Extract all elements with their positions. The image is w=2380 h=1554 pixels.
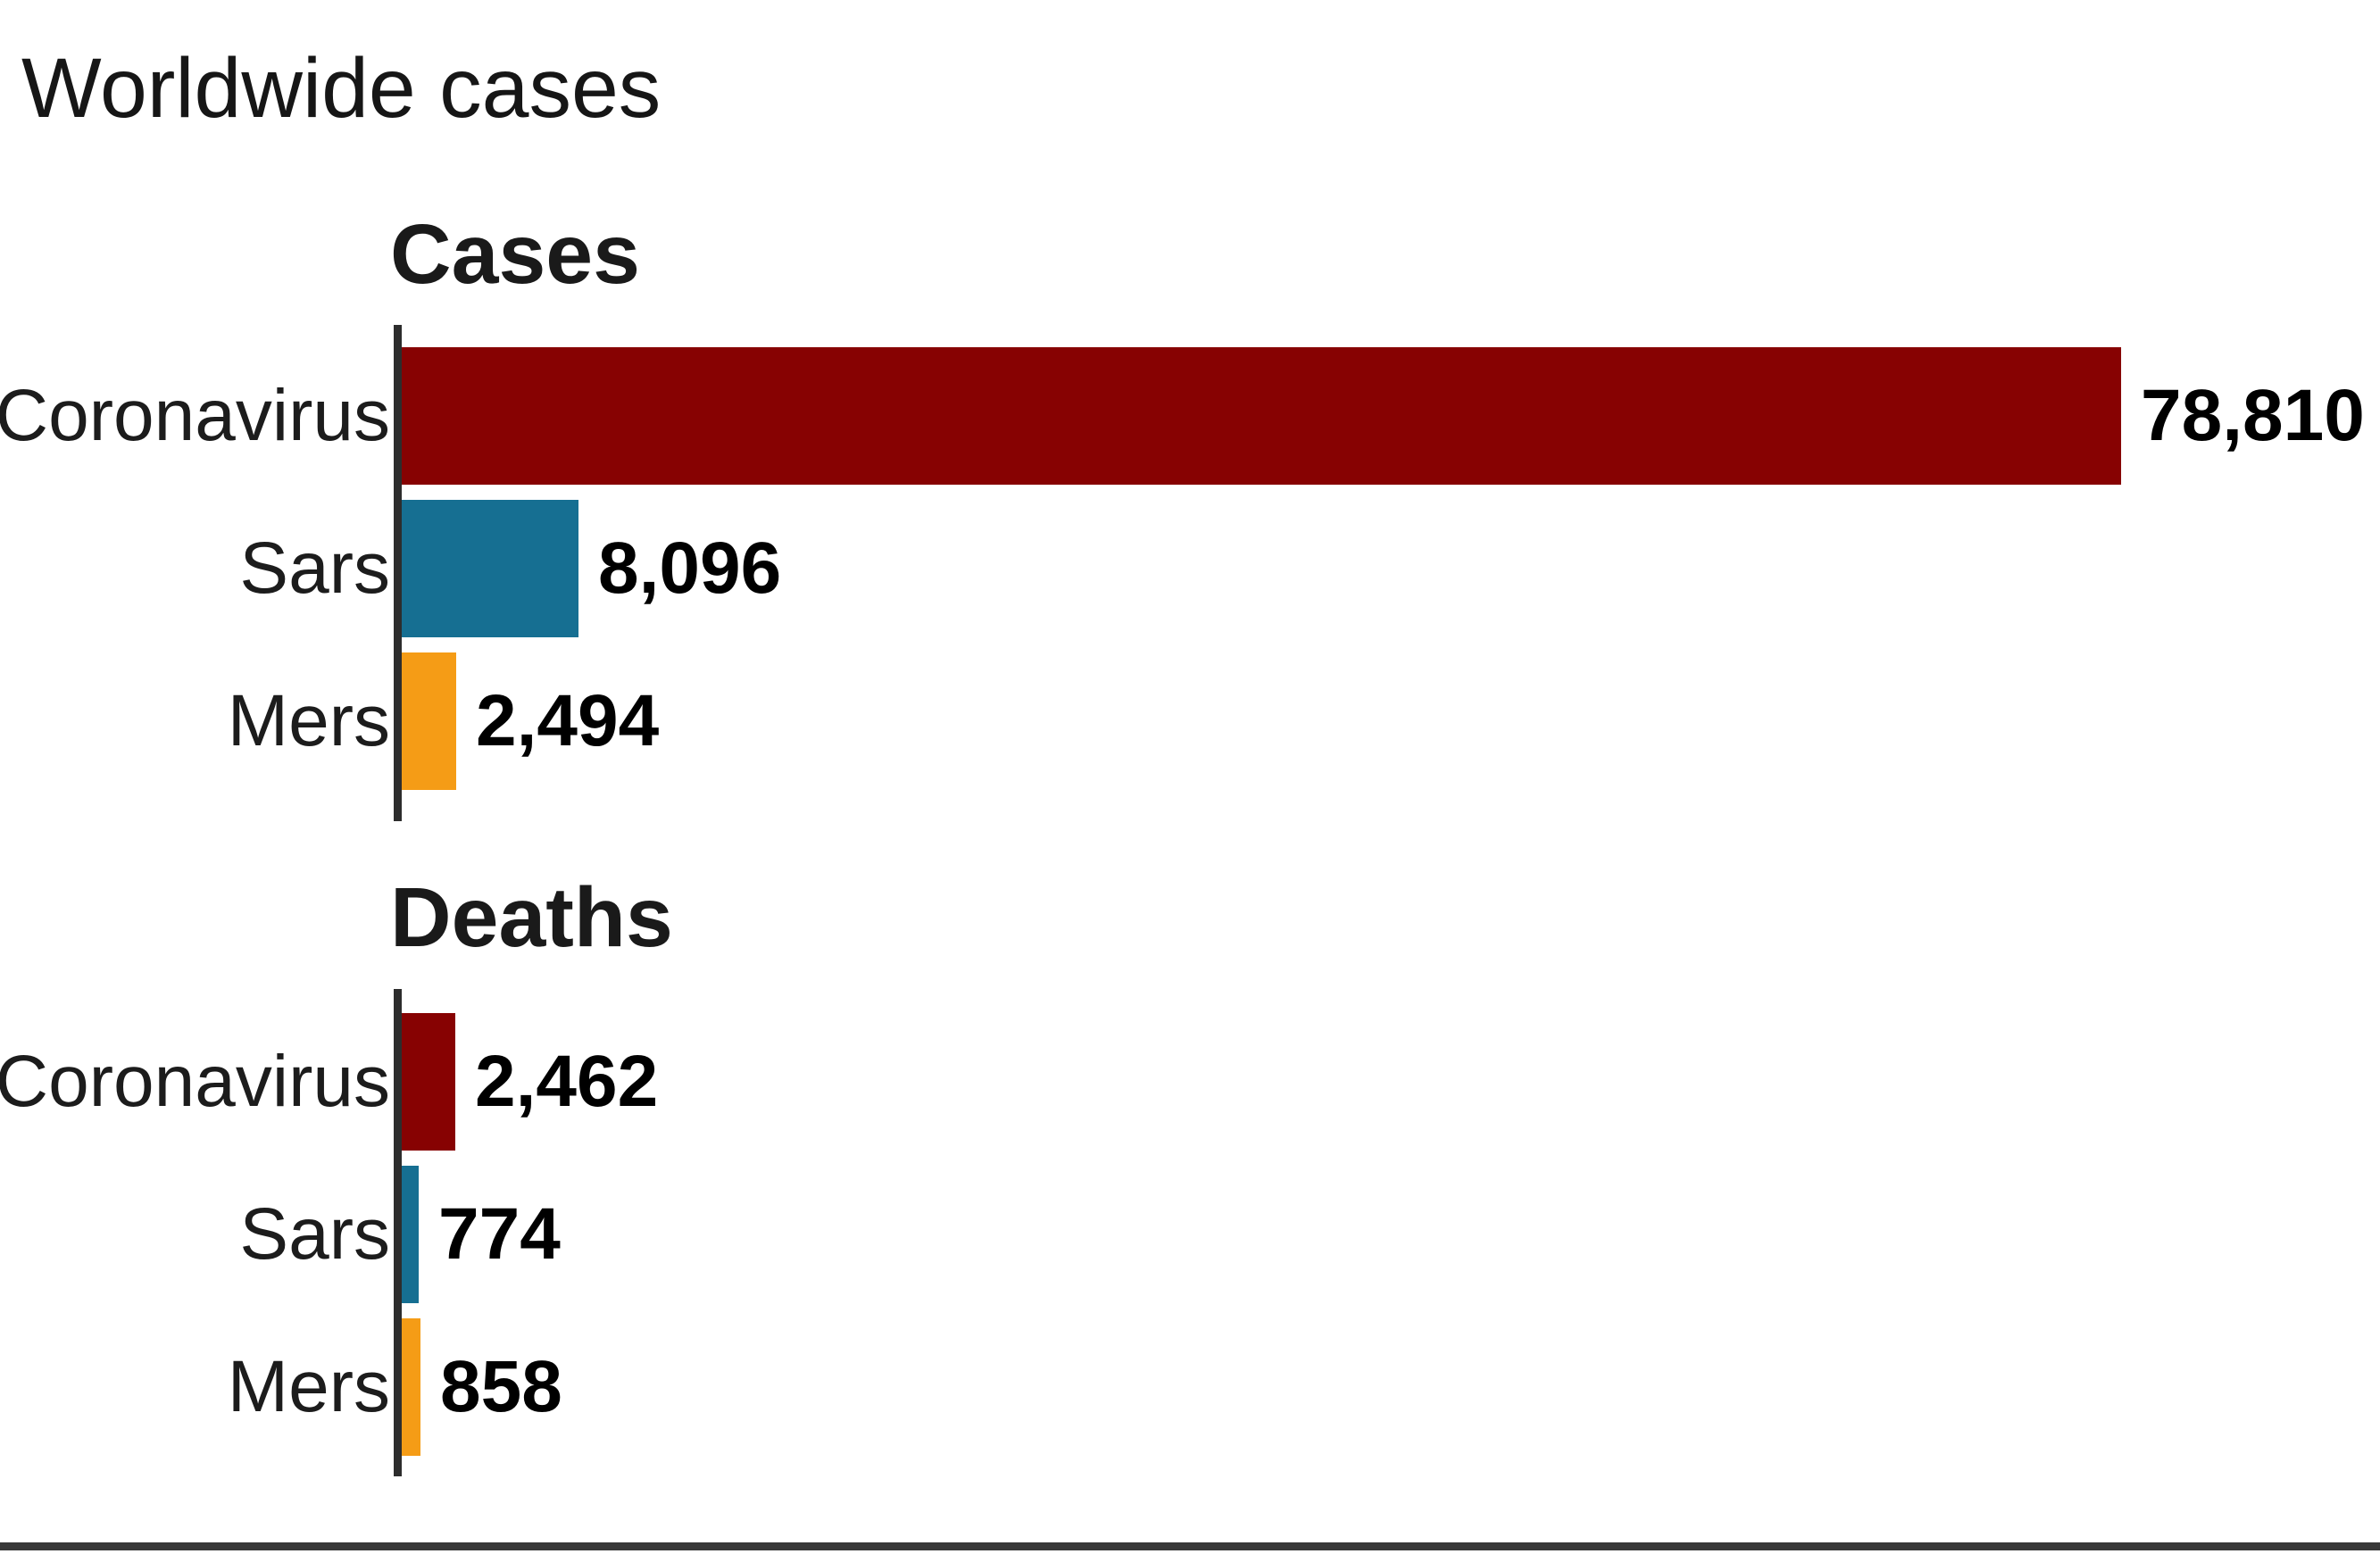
cases-chart: Coronavirus 78,810 Sars 8,096 Mers 2,494 [0, 325, 2380, 821]
cases-row-sars: Sars 8,096 [239, 500, 2365, 637]
category-label-coronavirus: Coronavirus [0, 375, 390, 456]
page-title: Worldwide cases [21, 41, 662, 136]
category-label-sars: Sars [239, 528, 390, 609]
cases-row-mers: Mers 2,494 [228, 652, 2365, 790]
bar-sars-deaths [402, 1166, 419, 1303]
deaths-chart: Coronavirus 2,462 Sars 774 Mers 858 [0, 989, 2380, 1476]
value-label-coronavirus-cases: 78,810 [2141, 375, 2365, 456]
deaths-row-sars: Sars 774 [239, 1166, 658, 1303]
value-label-mers-deaths: 858 [440, 1346, 562, 1427]
cases-axis-line [394, 325, 402, 821]
bar-mers-deaths [402, 1318, 420, 1456]
category-label-mers: Mers [227, 1346, 390, 1427]
deaths-axis-line [394, 989, 402, 1476]
value-label-coronavirus-deaths: 2,462 [475, 1041, 659, 1122]
bar-coronavirus-deaths [402, 1013, 455, 1151]
value-label-sars-cases: 8,096 [598, 528, 782, 609]
deaths-section-title: Deaths [390, 870, 673, 965]
category-label-coronavirus: Coronavirus [0, 1041, 390, 1122]
bar-mers-cases [402, 652, 456, 790]
deaths-row-coronavirus: Coronavirus 2,462 [0, 1013, 659, 1151]
category-label-sars: Sars [239, 1193, 390, 1275]
deaths-row-mers: Mers 858 [228, 1318, 658, 1456]
bar-coronavirus-cases [402, 347, 2121, 485]
value-label-sars-deaths: 774 [438, 1193, 561, 1275]
bottom-divider [0, 1542, 2380, 1550]
cases-section-title: Cases [390, 207, 640, 302]
bar-sars-cases [402, 500, 578, 637]
value-label-mers-cases: 2,494 [476, 680, 660, 761]
category-label-mers: Mers [227, 680, 390, 761]
cases-row-coronavirus: Coronavirus 78,810 [0, 347, 2365, 485]
